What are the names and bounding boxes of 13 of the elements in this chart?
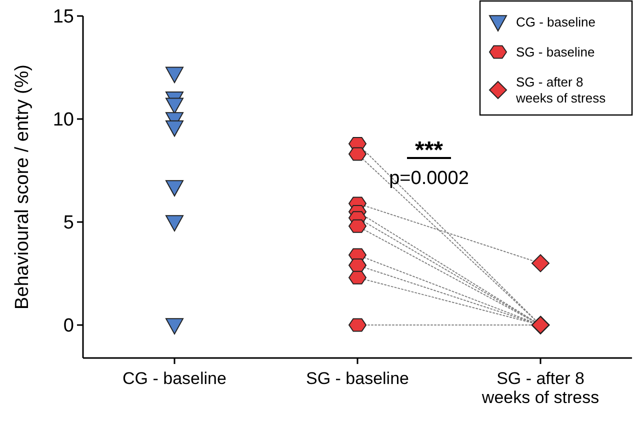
y-axis-title: Behavioural score / entry (%) bbox=[12, 64, 33, 310]
y-tick-label: 15 bbox=[52, 6, 74, 28]
x-tick-label: SG - after 8 weeks of stress bbox=[480, 369, 600, 407]
y-tick-label: 0 bbox=[63, 316, 74, 337]
legend-label: SG - after 8 weeks of stress bbox=[515, 74, 606, 106]
annotation: *** bbox=[414, 137, 444, 164]
y-tick-label: 10 bbox=[52, 110, 74, 131]
legend-label: SG - baseline bbox=[516, 44, 595, 60]
x-tick-label: CG - baseline bbox=[122, 369, 226, 388]
legend-label: CG - baseline bbox=[516, 14, 596, 30]
annotation: p=0.0002 bbox=[389, 168, 469, 189]
x-tick-label: SG - baseline bbox=[306, 369, 409, 388]
y-tick-label: 5 bbox=[63, 212, 74, 234]
